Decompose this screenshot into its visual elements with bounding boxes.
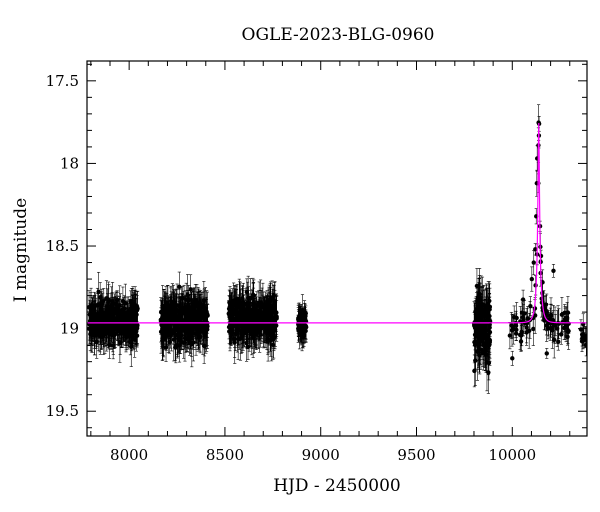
data-point [125, 309, 130, 315]
data-point [106, 298, 111, 304]
data-point [163, 300, 168, 305]
data-point [134, 333, 140, 338]
data-point [98, 313, 103, 318]
data-point [94, 339, 99, 344]
data-point [93, 303, 98, 308]
data-point [126, 334, 132, 339]
data-point [201, 298, 207, 303]
data-point [105, 304, 110, 309]
data-point [113, 301, 118, 306]
data-point [112, 310, 118, 316]
data-point [171, 306, 176, 311]
data-point [134, 312, 139, 317]
data-point [109, 306, 114, 311]
data-point [98, 303, 104, 309]
data-point [123, 300, 128, 306]
data-point [92, 311, 98, 316]
data-point [119, 328, 124, 333]
data-point [117, 309, 122, 314]
data-point [111, 333, 116, 338]
data-point [111, 316, 116, 322]
data-point [185, 292, 190, 298]
data-point [189, 327, 194, 333]
data-point [160, 305, 165, 311]
data-point [178, 317, 183, 322]
data-point [109, 302, 114, 308]
data-point [175, 342, 180, 348]
data-point [89, 329, 95, 335]
data-point [101, 298, 106, 303]
data-point [178, 338, 183, 343]
data-point [193, 297, 198, 303]
data-point [175, 325, 180, 331]
data-point [201, 343, 207, 349]
data-point [88, 303, 94, 309]
data-point [128, 339, 133, 345]
data-point [134, 322, 140, 327]
data-point [104, 316, 109, 321]
data-point [104, 328, 109, 334]
data-point [128, 323, 133, 329]
data-point [168, 325, 173, 331]
data-point [193, 331, 199, 336]
data-point [117, 303, 122, 308]
data-point [179, 305, 184, 310]
data-point [107, 342, 112, 348]
data-point [92, 307, 97, 312]
data-point [105, 307, 110, 313]
data-point [165, 305, 171, 311]
data-point [180, 296, 185, 301]
data-point [129, 317, 134, 323]
data-point [128, 299, 133, 304]
data-point [177, 284, 182, 289]
data-point [183, 306, 188, 312]
data-point [110, 343, 116, 348]
data-point [171, 337, 176, 342]
error-bars [87, 104, 587, 394]
data-point [132, 308, 137, 313]
data-point [93, 315, 99, 320]
data-point [89, 318, 94, 323]
data-point [162, 325, 167, 330]
data-point [98, 317, 104, 322]
data-point [197, 334, 203, 339]
data-point [118, 317, 123, 322]
data-point [114, 297, 120, 303]
data-point [132, 303, 138, 308]
data-point [117, 339, 123, 345]
data-point [187, 332, 192, 337]
data-point [93, 332, 99, 337]
data-points [87, 120, 587, 375]
data-point [131, 311, 136, 317]
data-point [134, 329, 139, 334]
data-point [129, 331, 134, 336]
data-point [98, 306, 103, 312]
data-point [99, 330, 104, 336]
data-point [122, 314, 127, 320]
data-point [109, 324, 114, 330]
chart-title: OGLE-2023-BLG-0960 [242, 25, 435, 45]
data-point [96, 289, 101, 295]
data-point [102, 331, 108, 337]
data-point [110, 299, 115, 304]
data-point [97, 295, 103, 300]
data-point [161, 334, 167, 340]
data-point [163, 345, 169, 350]
data-point [129, 344, 134, 349]
data-point [132, 337, 137, 342]
data-point [196, 307, 201, 313]
